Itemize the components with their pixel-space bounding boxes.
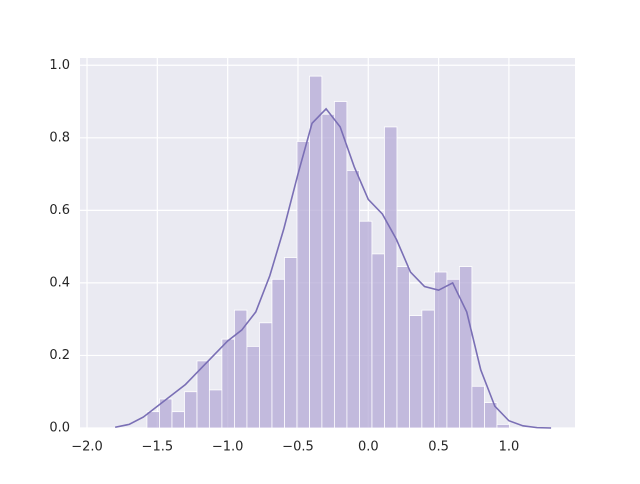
- bar: [433, 271, 448, 429]
- bar: [471, 385, 485, 429]
- bar: [321, 113, 335, 429]
- y-tick-label: 0.8: [49, 130, 70, 145]
- bar: [184, 391, 198, 429]
- y-tick-label: 0.2: [49, 348, 70, 363]
- bar: [359, 220, 373, 429]
- x-tick-label: 1.0: [499, 440, 520, 455]
- x-tick-label: −0.5: [282, 440, 314, 455]
- bar: [259, 322, 273, 429]
- bar: [346, 170, 360, 429]
- bar: [496, 423, 510, 429]
- bar: [371, 253, 385, 429]
- bar: [446, 278, 460, 429]
- bar: [234, 309, 248, 429]
- kde-line: [114, 107, 552, 429]
- bar: [271, 278, 285, 429]
- bar: [459, 266, 473, 429]
- bar: [396, 266, 410, 429]
- bar: [309, 75, 323, 429]
- bar: [246, 345, 260, 429]
- bar: [221, 338, 235, 429]
- bar: [284, 257, 298, 429]
- bar: [296, 141, 310, 429]
- bar: [171, 411, 185, 429]
- bar: [146, 411, 160, 429]
- y-tick-label: 0.4: [49, 275, 70, 290]
- x-tick-label: 0.0: [358, 440, 379, 455]
- bar: [208, 389, 223, 429]
- y-tick-label: 0.0: [49, 421, 70, 436]
- bar: [484, 402, 498, 429]
- x-tick-label: 0.5: [428, 440, 449, 455]
- y-tick-label: 1.0: [49, 58, 70, 73]
- bar: [384, 126, 398, 429]
- x-tick-label: −1.5: [142, 440, 174, 455]
- y-tick-label: 0.6: [49, 203, 70, 218]
- bar: [421, 309, 435, 429]
- x-tick-label: −2.0: [71, 440, 103, 455]
- bar: [333, 101, 348, 429]
- x-tick-label: −1.0: [212, 440, 244, 455]
- bar: [409, 315, 423, 429]
